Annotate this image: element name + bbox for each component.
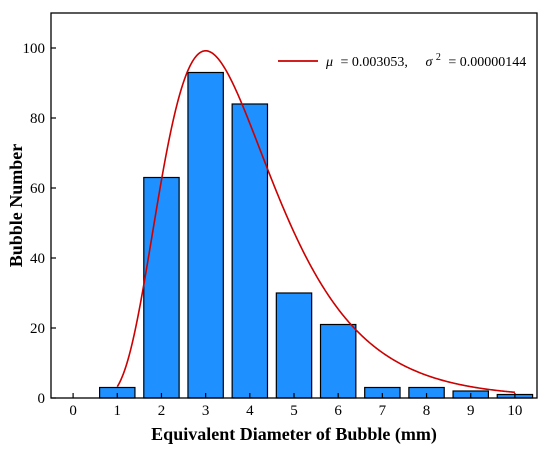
x-tick-label-1: 1 [114,403,122,419]
bar-2 [143,176,180,399]
x-tick-label-0: 0 [69,403,77,419]
legend-label: μ = 0.003053, σ 2 = 0.00000144 [325,49,526,70]
y-tick-label-0: 0 [38,391,46,407]
y-tick-label-60: 60 [30,181,45,197]
y-tick-label-80: 80 [30,111,45,127]
x-tick-label-9: 9 [467,403,475,419]
x-tick-label-5: 5 [290,403,298,419]
x-tick-label-4: 4 [246,403,254,419]
bar-3 [187,71,224,399]
x-tick-label-7: 7 [379,403,387,419]
x-tick-label-2: 2 [158,403,166,419]
legend-sigma-value: = 0.00000144 [448,55,526,70]
legend: μ = 0.003053, σ 2 = 0.00000144 [278,49,526,70]
x-axis-title: Equivalent Diameter of Bubble (mm) [151,424,437,445]
x-tick-label-3: 3 [202,403,210,419]
y-tick-label-40: 40 [30,251,45,267]
y-axis-title: Bubble Number [6,144,26,268]
y-tick-label-100: 100 [23,41,46,57]
x-tick-label-10: 10 [507,403,522,419]
legend-sigma-symbol: σ [425,55,433,70]
x-tick-label-6: 6 [334,403,342,419]
y-tick-label-20: 20 [30,321,45,337]
legend-mu-value: = 0.003053, [341,55,408,70]
legend-sigma-exponent: 2 [436,52,441,63]
bar-5 [275,292,313,399]
bar-6 [319,323,357,399]
bars-group [98,71,534,399]
fit-curve-line [116,49,515,394]
legend-mu-symbol: μ [325,55,333,70]
x-tick-label-8: 8 [423,403,431,419]
bar-4 [231,103,269,399]
